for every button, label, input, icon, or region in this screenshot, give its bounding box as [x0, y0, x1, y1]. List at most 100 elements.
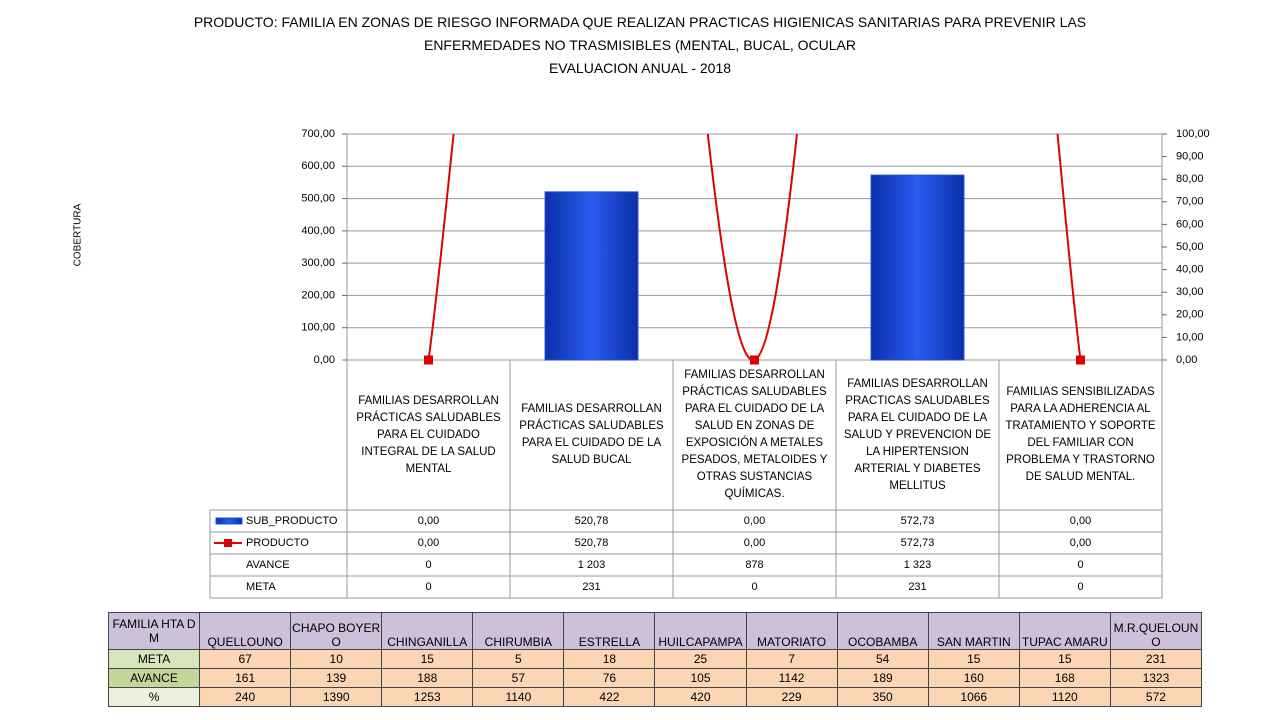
y2-tick-label: 70,00	[1176, 196, 1204, 208]
table-cell: 231	[1109, 649, 1203, 669]
data-table-value: 0,00	[1070, 537, 1091, 549]
data-table-value: 572,73	[901, 515, 935, 527]
y-tick-label: 400,00	[301, 225, 335, 237]
y2-tick-label: 80,00	[1176, 173, 1204, 185]
legend-marker	[224, 539, 232, 547]
table-cell: 105	[654, 668, 747, 688]
data-table-value: 878	[745, 559, 763, 571]
table-cell: 1323	[1109, 668, 1203, 688]
line-marker	[1076, 355, 1085, 365]
y2-tick-label: 20,00	[1176, 309, 1204, 321]
chart-title: ENFERMEDADES NO TRASMISIBLES (MENTAL, BU…	[423, 37, 856, 53]
x-tick-label: FAMILIAS DESARROLLAN PRACTICAS SALUDABLE…	[843, 377, 992, 492]
bar	[544, 191, 639, 361]
header-cell: MATORIATO	[745, 612, 838, 650]
table-cell: 1142	[745, 668, 838, 688]
row-label: META	[107, 649, 201, 669]
x-tick-label: FAMILIAS DESARROLLAN PRÁCTICAS SALUDABLE…	[681, 369, 828, 500]
y-tick-label: 0,00	[314, 354, 335, 366]
data-table-value: 0,00	[1070, 515, 1091, 527]
chart-title: PRODUCTO: FAMILIA EN ZONAS DE RIESGO INF…	[193, 14, 1087, 30]
table-cell: 1390	[290, 687, 383, 707]
y2-tick-label: 90,00	[1176, 151, 1204, 163]
y-tick-label: 600,00	[301, 160, 335, 172]
x-tick-label: FAMILIAS DESARROLLAN PRÁCTICAS SALUDABLE…	[519, 403, 664, 466]
data-table-value: 0,00	[418, 537, 439, 549]
data-table-value: 0,00	[418, 515, 439, 527]
x-tick-label: FAMILIAS DESARROLLAN PRÁCTICAS SALUDABLE…	[356, 394, 501, 475]
table-cell: 160	[927, 668, 1020, 688]
plot-area	[346, 133, 1163, 361]
header-cell: OCOBAMBA	[836, 612, 929, 650]
table-cell: 161	[199, 668, 292, 688]
table-row: % 240 1390 1253 1140 422 420 229 350 1066 1120 572	[107, 687, 1203, 707]
header-cell: QUELLOUNO	[199, 612, 292, 650]
y-tick-label: 500,00	[301, 192, 335, 204]
table-cell: 168	[1018, 668, 1111, 688]
y2-tick-label: 10,00	[1176, 331, 1204, 343]
table-cell: 76	[563, 668, 656, 688]
header-cell: CHAPO BOYERO	[290, 612, 383, 650]
table-row: AVANCE 161 139 188 57 76 105 1142 189 160 168 1323	[107, 668, 1203, 688]
header-cell: HUILCAPAMPA	[654, 612, 747, 650]
header-cell: TUPAC AMARU	[1018, 612, 1111, 650]
data-table-value: 520,78	[575, 515, 609, 527]
y2-tick-label: 60,00	[1176, 218, 1204, 230]
data-table-value: 0,00	[744, 537, 765, 549]
y-tick-label: 200,00	[301, 289, 335, 301]
header-cell: CHIRUMBIA	[472, 612, 565, 650]
row-label: %	[107, 687, 201, 707]
table-cell: 422	[563, 687, 656, 707]
table-cell: 1066	[927, 687, 1020, 707]
legend-label: AVANCE	[246, 559, 290, 571]
data-table-value: 572,73	[901, 537, 935, 549]
header-cell: M.R.QUELOUNO	[1109, 612, 1203, 650]
table-cell: 188	[381, 668, 474, 688]
table-cell: 25	[654, 649, 747, 669]
row-label: AVANCE	[107, 668, 201, 688]
header-cell: FAMILIA HTA DM	[107, 612, 201, 650]
line-marker	[750, 355, 759, 365]
table-cell: 5	[472, 649, 565, 669]
table-cell: 7	[745, 649, 838, 669]
data-table-value: 520,78	[575, 537, 609, 549]
y2-tick-label: 0,00	[1176, 354, 1197, 366]
header-row: FAMILIA HTA DM QUELLOUNO CHAPO BOYERO CHING…	[107, 612, 1203, 650]
table-cell: 240	[199, 687, 292, 707]
data-table-value: 1 323	[904, 559, 932, 571]
legend-swatch	[215, 517, 243, 525]
table-cell: 572	[1109, 687, 1203, 707]
y2-tick-label: 50,00	[1176, 241, 1204, 253]
table-cell: 67	[199, 649, 292, 669]
table-cell: 1253	[381, 687, 474, 707]
y2-tick-label: 30,00	[1176, 286, 1204, 298]
table-cell: 57	[472, 668, 565, 688]
table-cell: 10	[290, 649, 383, 669]
data-table-value: 1 203	[578, 559, 606, 571]
table-cell: 189	[836, 668, 929, 688]
table-cell: 229	[745, 687, 838, 707]
data-table-value: 0,00	[744, 515, 765, 527]
data-table-value: 0	[1077, 581, 1083, 593]
table-cell: 15	[927, 649, 1020, 669]
header-cell: CHINGANILLA	[381, 612, 474, 650]
table-row: META 67 10 15 5 18 25 7 54 15 15 231	[107, 649, 1203, 669]
table-cell: 350	[836, 687, 929, 707]
table-cell: 15	[381, 649, 474, 669]
y2-tick-label: 100,00	[1176, 128, 1210, 140]
data-table-value: 0	[425, 581, 431, 593]
bar	[870, 174, 965, 361]
data-table-value: 0	[425, 559, 431, 571]
data-table: FAMILIA HTA DM QUELLOUNO CHAPO BOYERO CHING…	[107, 612, 1203, 707]
table-cell: 1120	[1018, 687, 1111, 707]
header-cell: SAN MARTIN	[927, 612, 1020, 650]
data-table-value: 231	[908, 581, 926, 593]
chart-title: EVALUACION ANUAL - 2018	[548, 60, 732, 76]
y-axis-label: COBERTURA	[73, 203, 84, 266]
y-tick-label: 300,00	[301, 257, 335, 269]
data-table-value: 0	[1077, 559, 1083, 571]
table-cell: 18	[563, 649, 656, 669]
table-cell: 420	[654, 687, 747, 707]
data-table-value: 231	[582, 581, 600, 593]
